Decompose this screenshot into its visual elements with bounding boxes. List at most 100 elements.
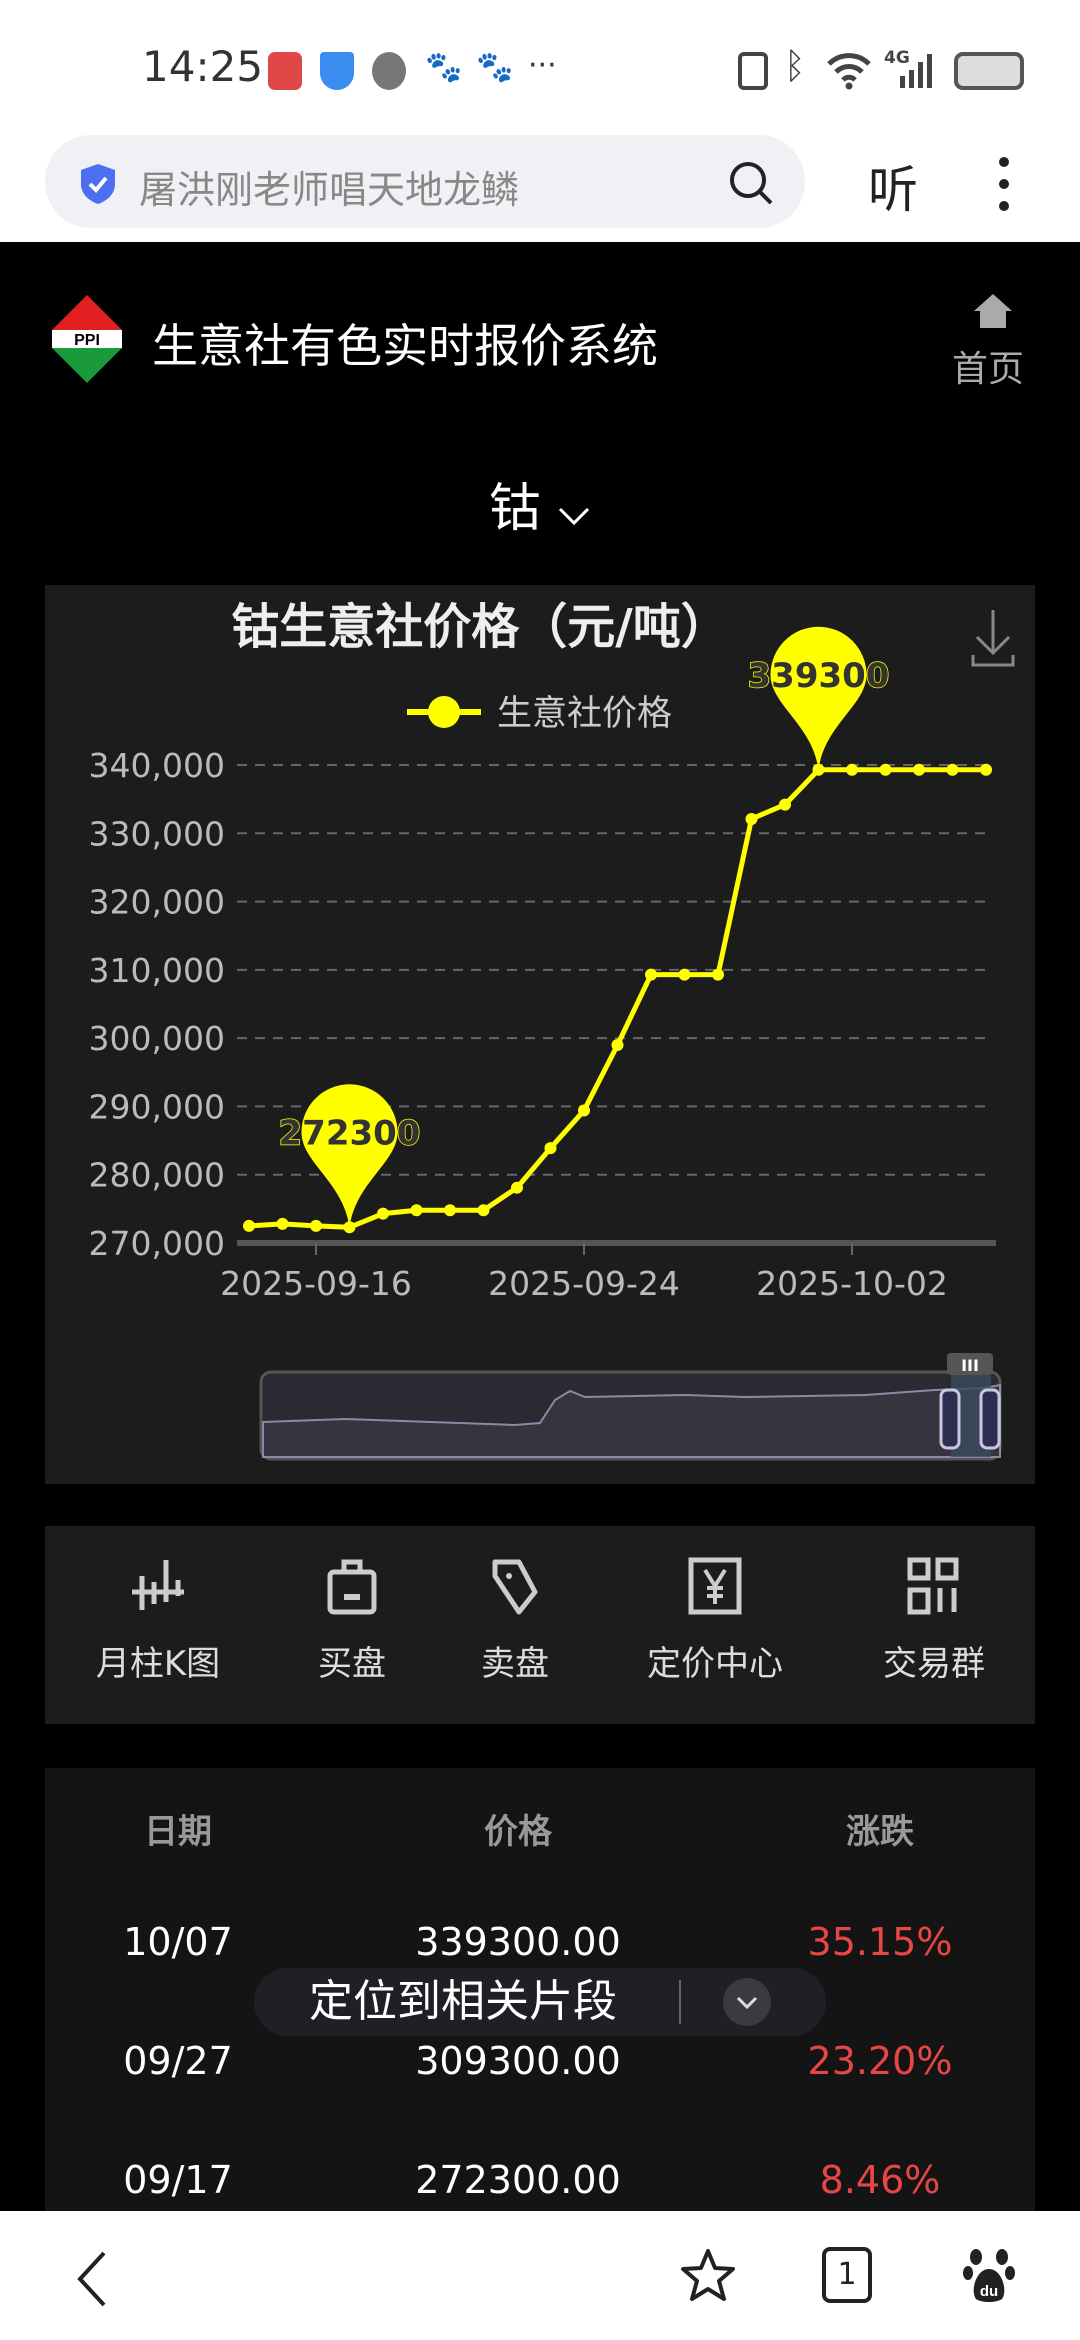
status-bar: 14:25 🐾 🐾 ··· ᛒ 4G (0, 0, 1080, 130)
menu-item-label: 交易群 (883, 1644, 985, 1684)
data-zoom-slider[interactable]: III (259, 1353, 1002, 1461)
y-tick-label: 310,000 (89, 951, 225, 990)
menu-item-sell[interactable]: 卖盘 (425, 1526, 605, 1724)
menu-item-group[interactable]: 交易群 (844, 1526, 1024, 1724)
download-icon[interactable] (971, 610, 1015, 667)
column-header-change: 涨跌 (846, 1812, 914, 1852)
min-marker-label: 272300 (279, 1113, 421, 1153)
metal-name: 钴 (488, 479, 541, 539)
row-date: 09/17 (123, 2158, 233, 2202)
row-price: 309300.00 (415, 2039, 621, 2083)
y-tick-label: 330,000 (89, 814, 225, 853)
svg-text:III: III (961, 1356, 979, 1375)
legend-marker (428, 696, 460, 728)
data-point (410, 1204, 423, 1217)
home-link[interactable]: 首页 (952, 349, 1025, 390)
data-point (611, 1038, 624, 1051)
x-tick-label: 2025-09-16 (220, 1264, 412, 1303)
row-price: 339300.00 (415, 1920, 621, 1964)
menu-item-label: 定价中心 (647, 1644, 783, 1684)
y-tick-label: 320,000 (89, 883, 225, 922)
huawei-app-icon (268, 52, 302, 90)
tabs-button[interactable]: 1 (822, 2247, 872, 2303)
more-menu-icon[interactable] (994, 154, 1014, 214)
column-header-date: 日期 (144, 1812, 212, 1852)
data-point (276, 1217, 289, 1230)
baidu-paw-icon: 🐾 (425, 50, 463, 85)
avatar-app-icon (372, 52, 406, 90)
tag-icon (492, 1559, 538, 1615)
y-tick-label: 340,000 (89, 746, 225, 785)
yen-icon (688, 1557, 742, 1615)
svg-text:du: du (980, 2283, 998, 2300)
grid-icon (907, 1557, 959, 1615)
menu-item-buy[interactable]: 买盘 (262, 1526, 442, 1724)
menu-item-kline[interactable]: 月柱K图 (68, 1526, 248, 1724)
chart-title: 钴生意社价格（元/吨） (231, 599, 729, 655)
row-change: 8.46% (819, 2158, 941, 2202)
x-tick-label: 2025-09-24 (488, 1264, 680, 1303)
chevron-down-icon[interactable] (722, 1977, 772, 2027)
nfc-icon (738, 52, 768, 90)
menu-item-label: 月柱K图 (95, 1644, 221, 1684)
data-point (310, 1219, 322, 1232)
y-tick-label: 280,000 (89, 1156, 225, 1195)
data-point (645, 968, 657, 981)
x-tick-label: 2025-10-02 (756, 1264, 948, 1303)
listen-button[interactable]: 听 (868, 161, 918, 219)
data-point (477, 1204, 490, 1217)
shield-check-icon (81, 164, 115, 204)
search-box[interactable]: 屠洪刚老师唱天地龙鳞 (45, 135, 805, 228)
row-price: 272300.00 (415, 2158, 621, 2202)
data-point (444, 1204, 456, 1217)
legend-label: 生意社价格 (497, 694, 672, 734)
status-time: 14:25 (142, 42, 264, 91)
chart-card: 钴生意社价格（元/吨） 生意社价格 270,000 280,000 290,000 3… (45, 585, 1035, 1484)
price-chart: 钴生意社价格（元/吨） 生意社价格 270,000 280,000 290,000 3… (89, 599, 1015, 1461)
data-point (846, 763, 858, 776)
min-marker-pin (301, 1084, 398, 1228)
ppi-logo: PPI (52, 295, 122, 383)
legend[interactable]: 生意社价格 (407, 694, 672, 734)
menu-item-pricing[interactable]: 定价中心 (625, 1526, 805, 1724)
data-point (745, 812, 758, 825)
data-point (779, 798, 791, 811)
slider-move-handle[interactable] (947, 1353, 993, 1375)
baidu-paw-icon: 🐾 (476, 50, 514, 85)
metal-selector[interactable]: 钴 (0, 466, 1080, 541)
battery-icon (954, 52, 1024, 90)
wifi-icon (827, 53, 871, 90)
locate-segment-toast[interactable]: 定位到相关片段 (254, 1968, 826, 2036)
shield-app-icon (320, 52, 354, 90)
home-icon[interactable] (972, 292, 1014, 330)
data-point (377, 1207, 389, 1220)
data-point (511, 1181, 523, 1194)
data-point (712, 968, 724, 981)
star-icon[interactable] (678, 2247, 738, 2305)
row-change: 35.15% (807, 1920, 953, 1964)
back-icon[interactable] (72, 2249, 112, 2309)
column-header-price: 价格 (484, 1812, 552, 1852)
shopping-bag-icon (327, 1559, 377, 1615)
svg-text:PPI: PPI (74, 332, 100, 349)
browser-bottom-bar: 1 du (0, 2211, 1080, 2340)
more-notifications-icon: ··· (528, 48, 557, 83)
data-point (913, 763, 925, 776)
row-change: 23.20% (807, 2039, 953, 2083)
slider-right-handle[interactable] (979, 1388, 1001, 1450)
search-query[interactable]: 屠洪刚老师唱天地龙鳞 (139, 168, 520, 212)
bluetooth-icon: ᛒ (784, 46, 806, 87)
y-tick-label: 270,000 (89, 1224, 225, 1263)
signal-icon (900, 54, 932, 88)
data-point (678, 968, 691, 981)
data-point (578, 1104, 590, 1117)
slider-left-handle[interactable] (939, 1388, 961, 1450)
data-point (812, 763, 825, 776)
max-marker-label: 339300 (748, 656, 890, 696)
max-marker-pin (770, 626, 867, 770)
y-tick-label: 290,000 (89, 1087, 225, 1126)
data-point (946, 763, 959, 776)
baidu-paw-icon[interactable]: du (962, 2247, 1016, 2303)
search-icon[interactable] (727, 159, 775, 207)
browser-toolbar: 屠洪刚老师唱天地龙鳞 听 (0, 130, 1080, 242)
